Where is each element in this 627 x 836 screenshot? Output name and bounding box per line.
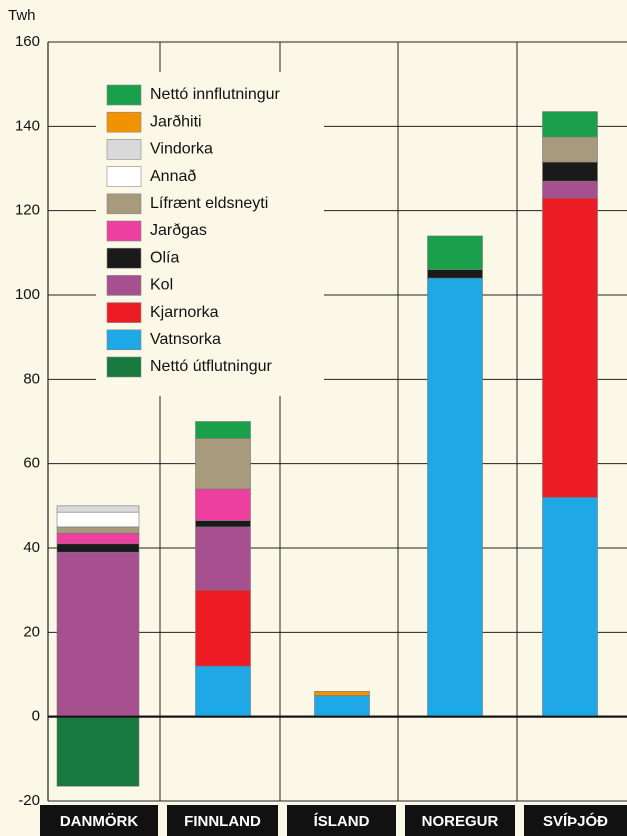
bar-segment <box>195 526 251 591</box>
y-tick-label: 20 <box>23 623 40 640</box>
x-tick-label: FINNLAND <box>184 813 261 830</box>
legend-swatch <box>106 84 142 106</box>
legend-swatch <box>106 247 142 269</box>
legend-label: Kjarnorka <box>150 304 219 321</box>
bar-segment <box>195 520 251 528</box>
legend-label: Vatnsorka <box>150 331 221 348</box>
legend-swatch <box>106 166 142 187</box>
y-tick-label: 40 <box>23 539 40 556</box>
bar-segment <box>542 497 598 717</box>
legend-swatch <box>106 139 142 160</box>
x-tick-label: ÍSLAND <box>314 813 370 830</box>
bar-segment <box>56 511 140 528</box>
legend-label: Lífrænt eldsneyti <box>150 195 268 212</box>
x-tick-label: SVÍÞJÓÐ <box>543 812 608 830</box>
bar-segment <box>56 543 140 553</box>
bar-segment <box>56 716 140 787</box>
bar-segment <box>56 532 140 545</box>
bar-segment <box>427 269 483 279</box>
bar-segment <box>542 161 598 182</box>
bar-segment <box>195 488 251 521</box>
legend-label: Jarðgas <box>150 222 207 239</box>
category-box <box>287 805 396 836</box>
bar-segment <box>542 180 598 199</box>
y-tick-label: 0 <box>32 708 40 725</box>
category-box <box>524 805 627 836</box>
y-tick-label: 140 <box>15 117 40 134</box>
bar-segment <box>542 197 598 498</box>
legend-label: Olía <box>150 249 179 266</box>
bar-segment <box>195 438 251 490</box>
bar-segment <box>56 526 140 534</box>
bar-segment <box>314 695 370 717</box>
legend-swatch <box>106 356 142 378</box>
legend-swatch <box>106 111 142 133</box>
bar-segment <box>427 235 483 270</box>
bar-segment <box>195 421 251 439</box>
legend-swatch <box>106 220 142 242</box>
legend-label: Nettó innflutningur <box>150 86 281 103</box>
legend-swatch <box>106 302 142 323</box>
bar-segment <box>542 111 598 138</box>
bar-segment <box>56 505 140 513</box>
y-tick-label: 120 <box>15 202 40 219</box>
x-tick-label: NOREGUR <box>422 813 499 830</box>
y-tick-label: 160 <box>15 33 40 50</box>
y-axis-label: Twh <box>8 7 36 24</box>
legend-swatch <box>106 275 142 296</box>
legend-swatch <box>106 193 142 215</box>
y-tick-label: 80 <box>23 370 40 387</box>
legend-swatch <box>106 329 142 351</box>
x-tick-label: DANMÖRK <box>60 813 138 830</box>
legend-label: Vindorka <box>150 141 213 158</box>
y-tick-label: 60 <box>23 455 40 472</box>
legend-label: Annað <box>150 168 196 185</box>
category-box <box>167 805 278 836</box>
legend-label: Jarðhiti <box>150 113 202 130</box>
bar-segment <box>56 551 140 717</box>
legend-label: Nettó útflutningur <box>150 358 273 375</box>
category-box <box>405 805 515 836</box>
y-tick-label: 100 <box>15 286 40 303</box>
bar-segment <box>195 589 251 667</box>
bar-segment <box>195 665 251 717</box>
bar-segment <box>542 136 598 163</box>
legend-label: Kol <box>150 277 173 294</box>
category-box <box>40 805 158 836</box>
bar-segment <box>427 277 483 717</box>
y-tick-label: -20 <box>18 792 40 809</box>
bar-segment <box>314 691 370 696</box>
